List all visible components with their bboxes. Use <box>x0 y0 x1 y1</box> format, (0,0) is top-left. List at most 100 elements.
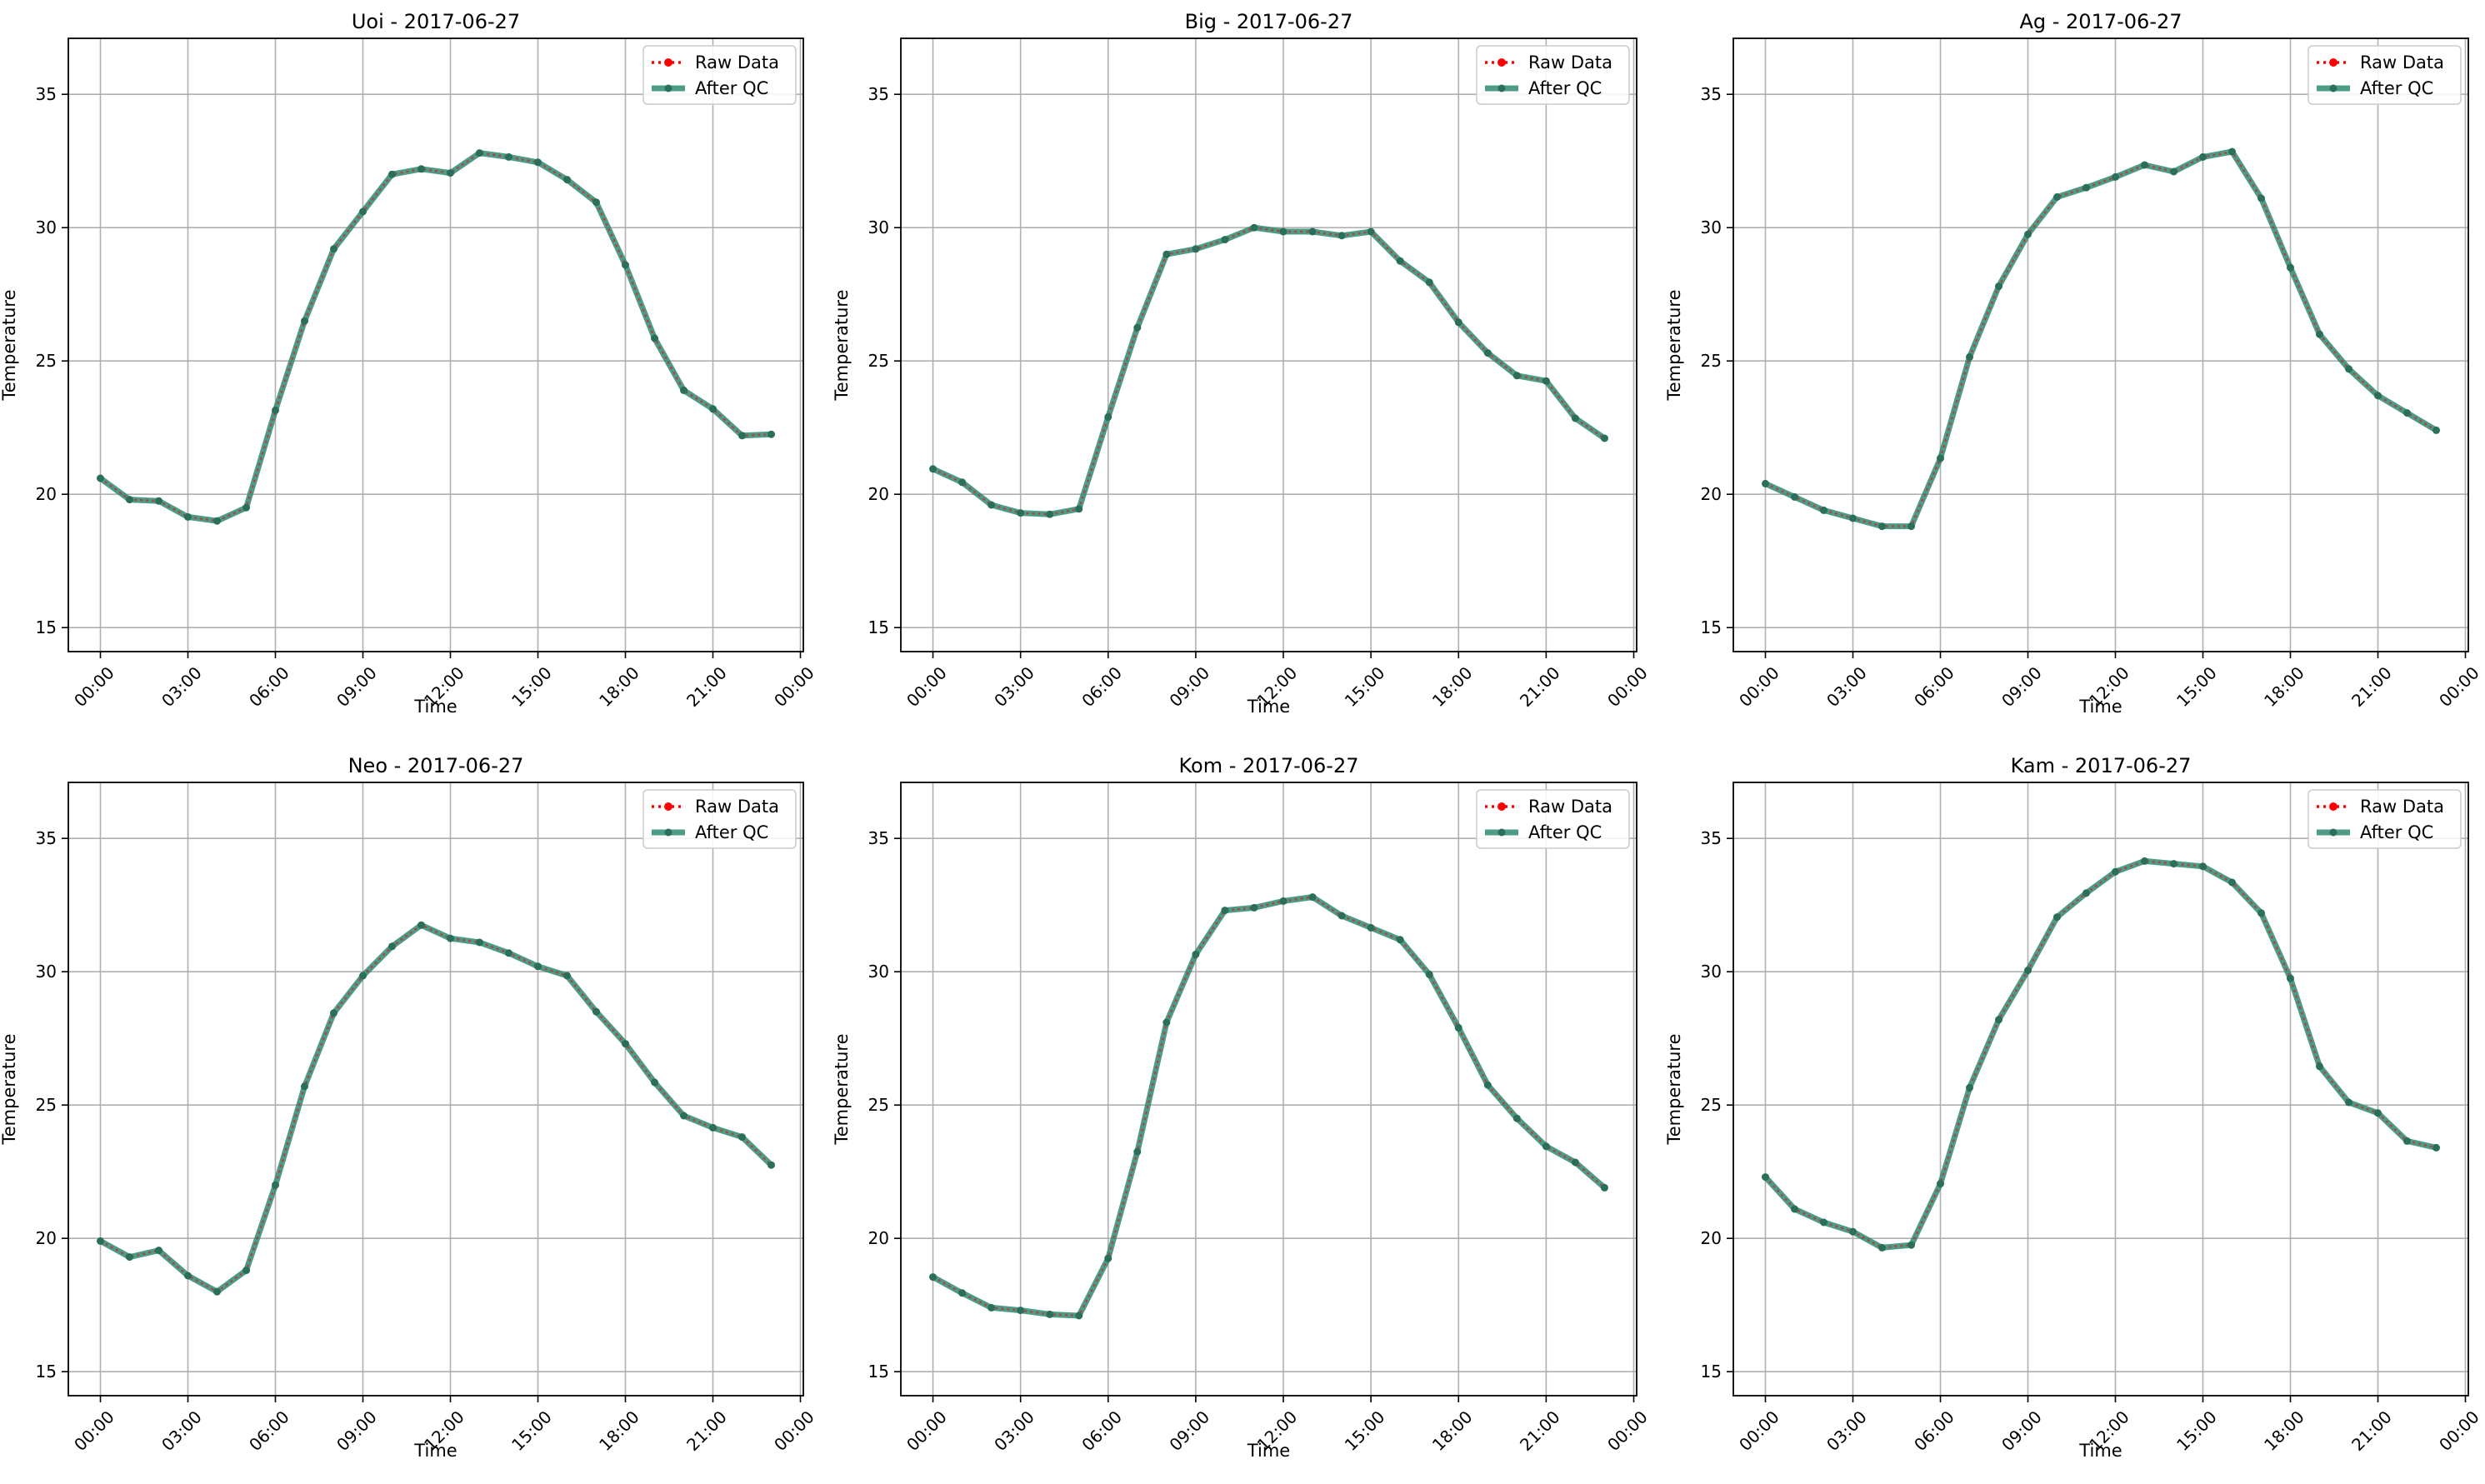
data-point <box>680 386 688 394</box>
data-point <box>1483 349 1492 357</box>
x-tick-label: 03:00 <box>1822 1407 1871 1455</box>
data-point <box>1571 1158 1579 1167</box>
data-point <box>447 169 454 177</box>
legend: Raw Data After QC <box>642 45 797 105</box>
data-point <box>1338 232 1346 240</box>
data-point <box>301 317 308 325</box>
x-tick-label: 09:00 <box>1165 662 1213 711</box>
data-point <box>242 503 250 512</box>
data-point <box>1192 245 1200 253</box>
legend-dot-raw-data <box>1498 802 1506 811</box>
data-point <box>2287 974 2294 982</box>
y-tick-label: 20 <box>868 1228 889 1248</box>
data-point <box>563 972 571 980</box>
data-point <box>1396 936 1404 944</box>
legend: Raw Data After QC <box>1476 789 1630 849</box>
x-tick-label: 21:00 <box>2348 662 2396 711</box>
data-point <box>1762 479 1769 487</box>
data-point <box>929 465 938 473</box>
x-tick-label: 03:00 <box>990 1407 1038 1455</box>
x-tick-label: 06:00 <box>1078 1407 1126 1455</box>
x-tick-label: 00:00 <box>902 662 951 711</box>
data-point <box>1279 897 1288 905</box>
data-point <box>1791 1205 1798 1213</box>
subplot-title: Uoi - 2017-06-27 <box>352 10 520 33</box>
data-point <box>2287 263 2294 272</box>
x-tick-label: 15:00 <box>1341 662 1389 711</box>
data-point <box>738 1133 746 1142</box>
data-point <box>213 517 221 525</box>
x-tick-label: 00:00 <box>770 662 818 711</box>
x-tick-label: 06:00 <box>1078 662 1126 711</box>
legend-dot-raw-data <box>664 802 672 811</box>
data-point <box>929 1273 938 1282</box>
legend-dot-after-qc <box>664 828 672 837</box>
legend-dot-after-qc <box>1498 84 1506 92</box>
data-point <box>622 261 629 269</box>
x-tick-label: 00:00 <box>902 1407 951 1455</box>
series-line-after-qc <box>931 894 1607 1319</box>
y-tick-label: 20 <box>36 484 57 504</box>
y-axis-label: Temperature <box>1664 1033 1684 1145</box>
legend-dot-raw-data <box>2329 802 2338 811</box>
data-point <box>651 1078 658 1087</box>
x-tick-label: 09:00 <box>1998 662 2046 711</box>
y-tick-label: 35 <box>868 828 889 848</box>
x-tick-label: 21:00 <box>1516 662 1564 711</box>
data-point <box>2345 365 2352 373</box>
y-tick-label: 15 <box>36 617 57 637</box>
data-point <box>738 432 746 440</box>
data-point <box>1878 522 1886 531</box>
data-point <box>651 334 658 342</box>
axes-frame <box>68 782 804 1397</box>
data-point <box>1017 1307 1025 1315</box>
series-line-after-qc <box>98 150 772 524</box>
x-tick-label: 18:00 <box>595 662 643 711</box>
y-tick-label: 15 <box>868 1362 889 1382</box>
data-point <box>418 921 425 929</box>
data-point <box>563 176 571 184</box>
data-point <box>301 1082 308 1091</box>
data-point <box>1017 509 1025 517</box>
data-point <box>988 1303 996 1312</box>
legend: Raw Data After QC <box>642 789 797 849</box>
data-point <box>242 1267 250 1275</box>
data-point <box>592 1007 600 1016</box>
legend-label-raw-data: Raw Data <box>2360 52 2444 72</box>
data-point <box>1966 352 1973 361</box>
x-tick-label: 06:00 <box>245 1407 293 1455</box>
subplot-title: Kom - 2017-06-27 <box>1179 754 1359 777</box>
data-point <box>1542 1142 1550 1151</box>
x-tick-label: 15:00 <box>2172 1407 2221 1455</box>
data-point <box>592 198 600 207</box>
legend-dot-raw-data <box>664 58 672 67</box>
data-point <box>97 474 104 482</box>
data-point <box>97 1237 104 1245</box>
series-line-after-qc <box>1762 857 2438 1251</box>
data-point <box>505 949 512 957</box>
y-tick-label: 30 <box>868 962 889 982</box>
data-point <box>2258 909 2265 917</box>
y-tick-label: 25 <box>868 351 889 371</box>
legend-dot-after-qc <box>664 84 672 92</box>
x-tick-label: 00:00 <box>2435 1407 2483 1455</box>
data-point <box>2170 167 2178 176</box>
data-point <box>1849 514 1857 522</box>
x-tick-label: 03:00 <box>158 1407 206 1455</box>
y-tick-label: 35 <box>1701 84 1722 104</box>
data-point <box>505 152 512 161</box>
legend-label-raw-data: Raw Data <box>1528 52 1612 72</box>
x-axis-label: Time <box>413 1441 457 1461</box>
series-line-raw-data <box>932 226 1606 516</box>
data-point <box>1571 414 1579 422</box>
y-tick-label: 30 <box>36 962 57 982</box>
data-point <box>2432 1143 2440 1152</box>
data-point <box>1221 907 1229 915</box>
legend-label-raw-data: Raw Data <box>2360 797 2444 817</box>
legend-dot-after-qc <box>1498 828 1506 837</box>
data-point <box>1367 923 1375 932</box>
data-point <box>2258 194 2265 202</box>
